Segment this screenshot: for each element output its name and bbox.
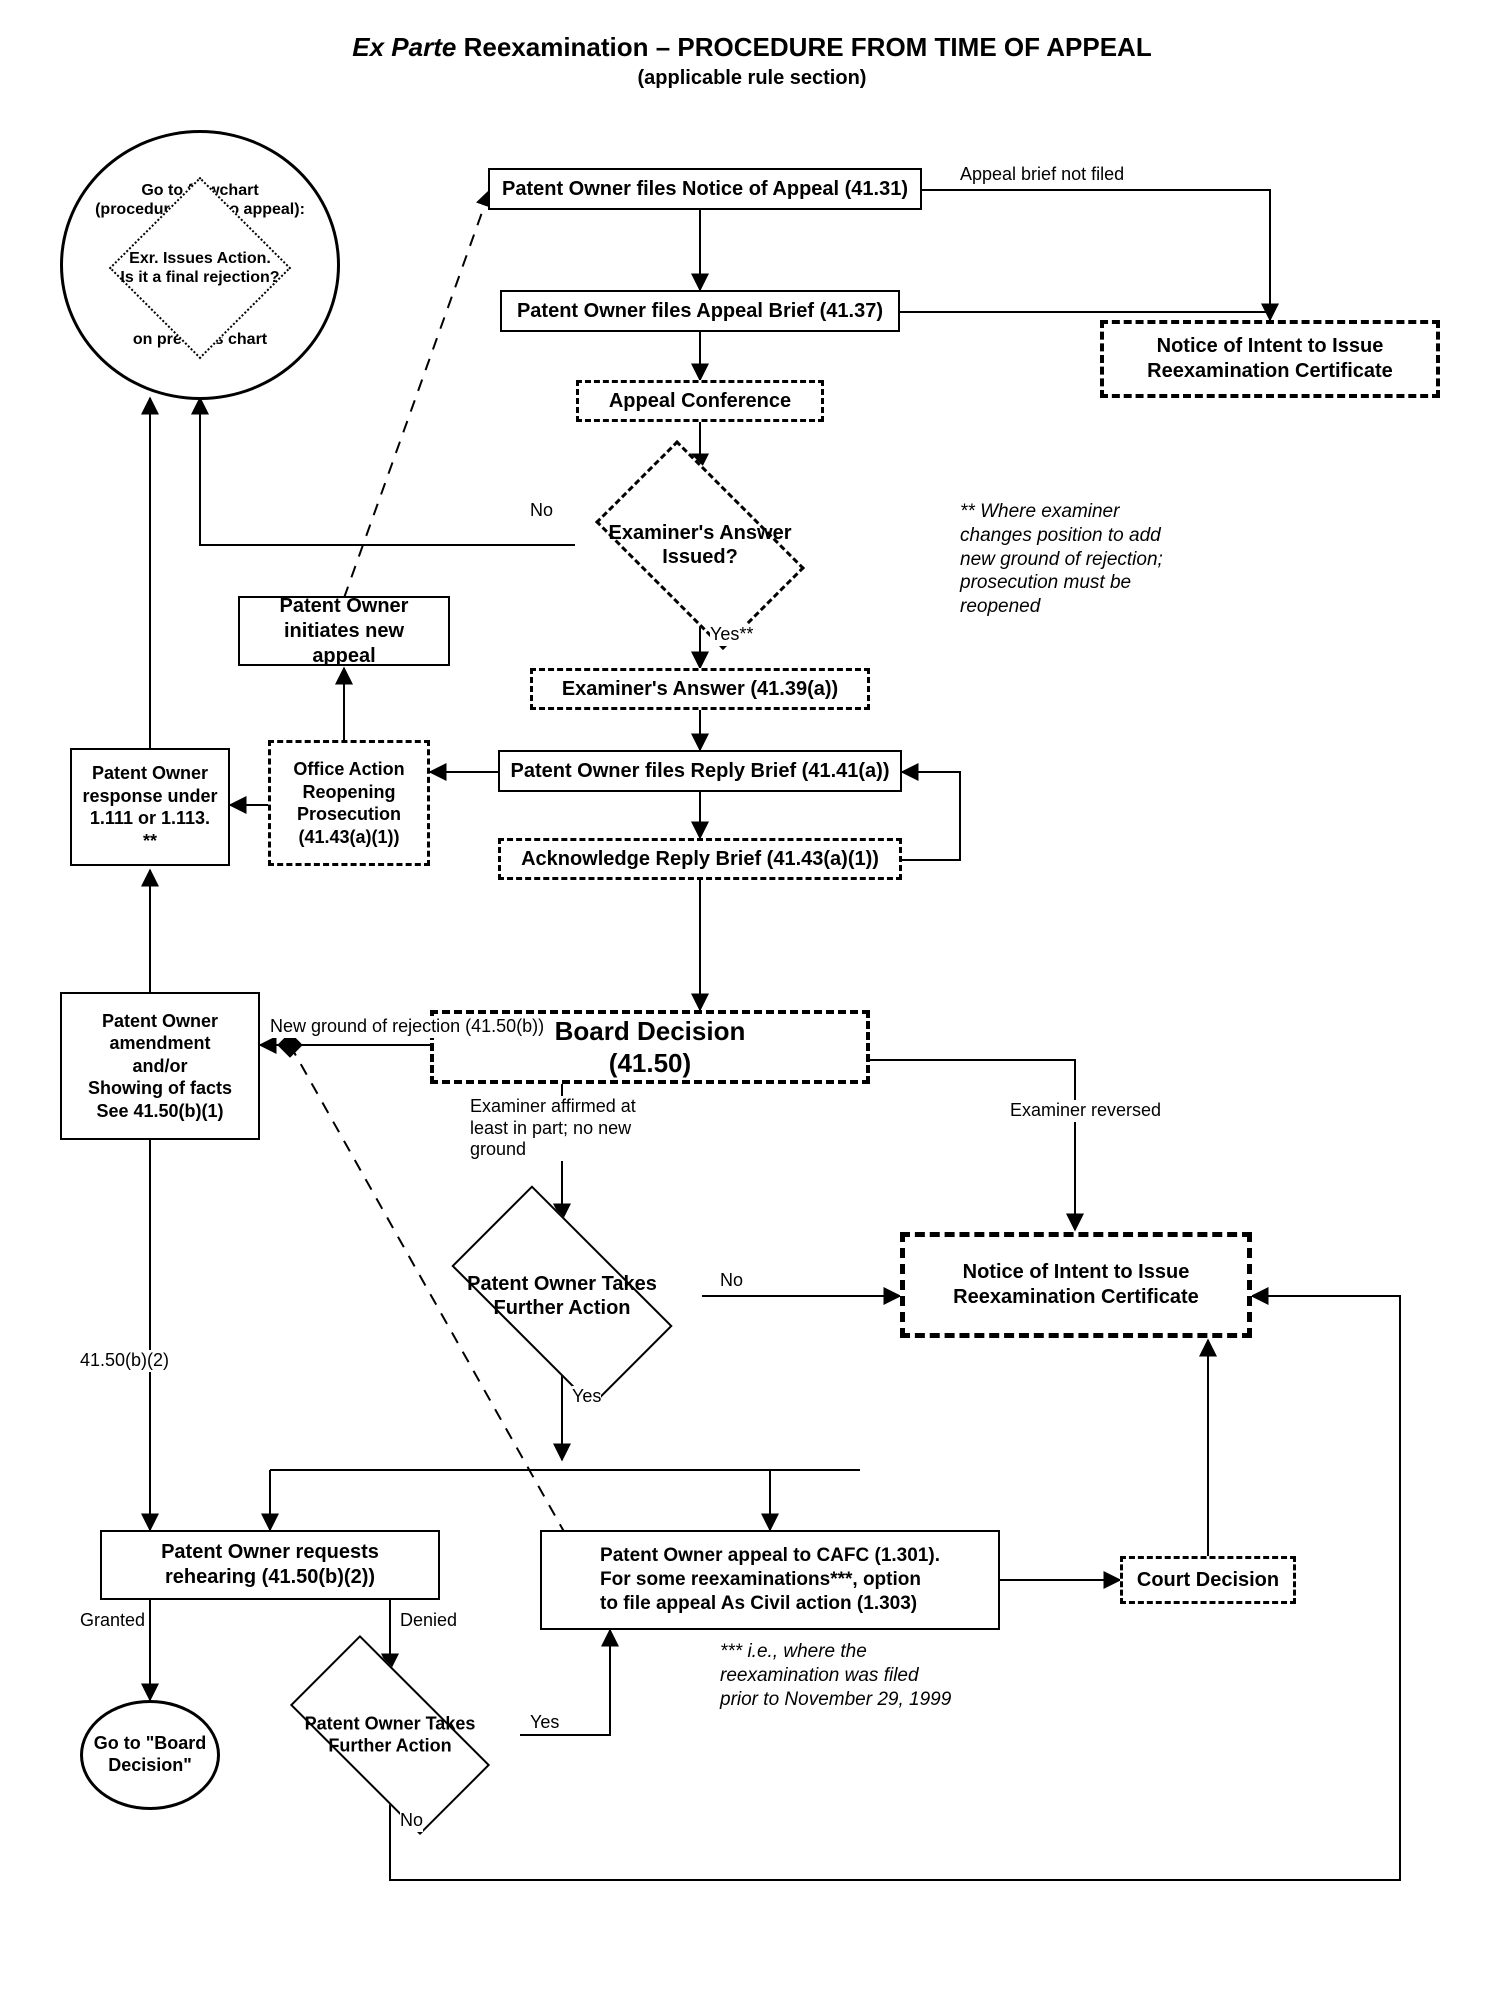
node-nirc-main-label: Notice of Intent to Issue Reexamination …: [953, 1260, 1199, 1310]
node-rehearing: Patent Owner requests rehearing (41.50(b…: [100, 1530, 440, 1600]
node-amend-showing: Patent Owner amendment and/or Showing of…: [60, 992, 260, 1140]
node-office-reopen: Office Action Reopening Prosecution (41.…: [268, 740, 430, 866]
label-yes-2: Yes: [530, 1712, 559, 1734]
page-subtitle: (applicable rule section): [0, 67, 1504, 90]
node-cafc-appeal: Patent Owner appeal to CAFC (1.301). For…: [540, 1530, 1000, 1630]
node-cafc-appeal-label: Patent Owner appeal to CAFC (1.301). For…: [600, 1544, 940, 1615]
label-exr-reversed: Examiner reversed: [1010, 1100, 1161, 1122]
title-italic: Ex Parte: [352, 32, 456, 62]
label-no-2: No: [720, 1270, 743, 1292]
node-amend-showing-label: Patent Owner amendment and/or Showing of…: [88, 1010, 232, 1123]
label-brief-not-filed: Appeal brief not filed: [960, 164, 1124, 186]
label-new-ground: New ground of rejection (41.50(b)): [270, 1016, 544, 1038]
node-rehearing-label: Patent Owner requests rehearing (41.50(b…: [161, 1540, 379, 1590]
label-granted: Granted: [80, 1610, 145, 1632]
label-denied: Denied: [400, 1610, 457, 1632]
note-triple-star: *** i.e., where the reexamination was fi…: [720, 1640, 1020, 1711]
node-exr-answer-label: Examiner's Answer (41.39(a)): [562, 677, 838, 702]
node-further-action-2-label: Patent Owner Takes Further Action: [280, 1713, 500, 1756]
node-court-decision: Court Decision: [1120, 1556, 1296, 1604]
node-appeal-conference: Appeal Conference: [576, 380, 824, 422]
node-exr-answer-issued-label: Examiner's Answer Issued?: [590, 521, 810, 569]
node-nirc-main: Notice of Intent to Issue Reexamination …: [900, 1232, 1252, 1338]
label-exr-affirmed: Examiner affirmed at least in part; no n…: [470, 1096, 700, 1161]
label-4150b2: 41.50(b)(2): [80, 1350, 169, 1372]
node-ack-reply-label: Acknowledge Reply Brief (41.43(a)(1)): [521, 847, 879, 872]
node-appeal-brief-label: Patent Owner files Appeal Brief (41.37): [517, 299, 883, 324]
label-yes-1: Yes: [572, 1386, 601, 1408]
node-appeal-conference-label: Appeal Conference: [609, 389, 791, 414]
goto-prev-inner-label: Exr. Issues Action. Is it a final reject…: [100, 249, 300, 287]
label-yes-dblstar: Yes**: [710, 624, 753, 646]
node-notice-of-appeal: Patent Owner files Notice of Appeal (41.…: [488, 168, 922, 210]
title-rest: Reexamination – PROCEDURE FROM TIME OF A…: [456, 32, 1151, 62]
node-notice-of-appeal-label: Patent Owner files Notice of Appeal (41.…: [502, 177, 908, 202]
node-new-appeal-label: Patent Owner initiates new appeal: [250, 594, 438, 669]
node-further-action-1-label: Patent Owner Takes Further Action: [447, 1272, 677, 1320]
node-nirc-top: Notice of Intent to Issue Reexamination …: [1100, 320, 1440, 398]
node-new-appeal: Patent Owner initiates new appeal: [238, 596, 450, 666]
label-no-3: No: [400, 1810, 423, 1832]
label-no-1: No: [530, 500, 553, 522]
node-board-decision-label: Board Decision (41.50): [555, 1015, 746, 1080]
note-double-star: ** Where examiner changes position to ad…: [960, 500, 1220, 619]
node-reply-brief-label: Patent Owner files Reply Brief (41.41(a)…: [510, 759, 889, 784]
page-title: Ex Parte Reexamination – PROCEDURE FROM …: [0, 32, 1504, 90]
node-court-decision-label: Court Decision: [1137, 1568, 1279, 1593]
node-nirc-top-label: Notice of Intent to Issue Reexamination …: [1147, 334, 1393, 384]
node-exr-answer: Examiner's Answer (41.39(a)): [530, 668, 870, 710]
node-goto-board-decision-label: Go to "Board Decision": [94, 1733, 207, 1776]
node-appeal-brief: Patent Owner files Appeal Brief (41.37): [500, 290, 900, 332]
node-goto-board-decision: Go to "Board Decision": [80, 1700, 220, 1810]
node-response-1111: Patent Owner response under 1.111 or 1.1…: [70, 748, 230, 866]
node-response-1111-label: Patent Owner response under 1.111 or 1.1…: [82, 762, 217, 852]
node-ack-reply: Acknowledge Reply Brief (41.43(a)(1)): [498, 838, 902, 880]
node-office-reopen-label: Office Action Reopening Prosecution (41.…: [293, 758, 404, 848]
node-reply-brief: Patent Owner files Reply Brief (41.41(a)…: [498, 750, 902, 792]
flowchart-canvas: Ex Parte Reexamination – PROCEDURE FROM …: [0, 0, 1504, 2001]
